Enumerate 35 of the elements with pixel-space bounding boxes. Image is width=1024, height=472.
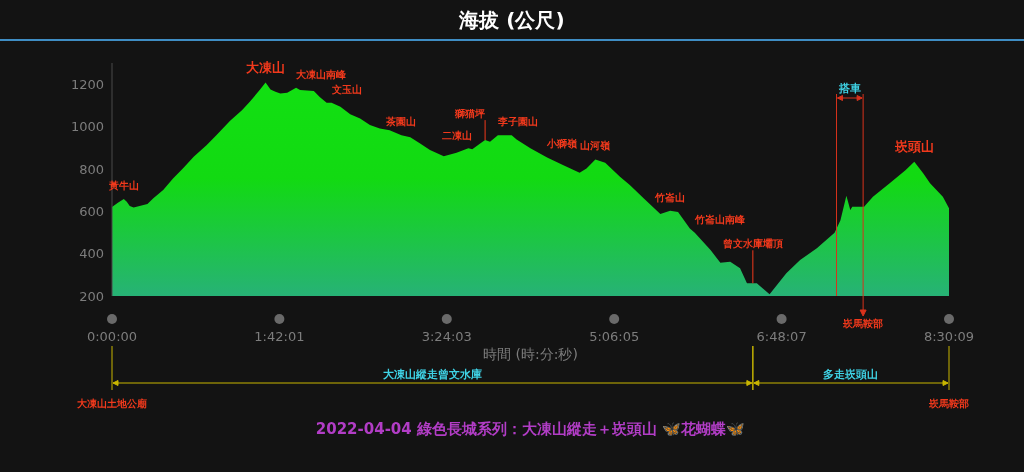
x-tick-label: 8:30:09 — [923, 329, 975, 344]
annotation: 茶園山 — [385, 116, 417, 128]
annotation: 竹崙山 — [654, 191, 686, 203]
text: 崁馬鞍部 — [928, 398, 969, 409]
y-tick-label: 1200 — [70, 76, 104, 92]
x-tick-label: 1:42:01 — [254, 329, 305, 344]
text: 大凍山縱走曾文水庫 — [382, 368, 482, 381]
y-tick-label: 1000 — [70, 119, 104, 135]
x-tick-label: 0:00:00 — [86, 329, 138, 344]
ref-line-label: 崁馬鞍部 — [842, 318, 884, 329]
annotation: 曾文水庫壩頂 — [722, 238, 783, 250]
chart-title: 海拔 (公尺) — [458, 8, 565, 32]
text: 大凍山土地公廟 — [76, 398, 147, 409]
y-tick-label: 800 — [79, 161, 104, 177]
text: 多走崁頭山 — [823, 368, 879, 381]
x-tick-label: 3:24:03 — [421, 329, 472, 344]
annotation: 大凍山 — [246, 59, 286, 75]
annotation: 黃牛山 — [107, 179, 139, 191]
annotation: 搭車 — [837, 82, 861, 95]
annotation: 竹崙山南峰 — [693, 213, 746, 225]
annotation: 小獅嶺 — [546, 138, 579, 150]
annotation: 二凍山 — [442, 130, 473, 142]
x-tick-label: 6:48:07 — [756, 329, 807, 344]
y-tick-label: 600 — [79, 203, 104, 219]
y-tick-label: 400 — [79, 246, 104, 262]
annotation: 大凍山南峰 — [295, 68, 348, 80]
annotation: 文玉山 — [330, 83, 362, 95]
x-tick-label: 5:06:05 — [589, 329, 640, 344]
x-axis-title: 時間 (時:分:秒) — [483, 346, 578, 362]
annotation: 獅猫坪 — [454, 108, 486, 120]
annotation: 崁頭山 — [893, 139, 934, 155]
annotation: 山河嶺 — [580, 140, 612, 152]
y-tick-label: 200 — [79, 288, 104, 304]
text: 2022-04-04 綠色長城系列：大凍山縱走＋崁頭山 🦋花蝴蝶🦋 — [315, 420, 746, 438]
annotation: 李子園山 — [496, 116, 538, 128]
